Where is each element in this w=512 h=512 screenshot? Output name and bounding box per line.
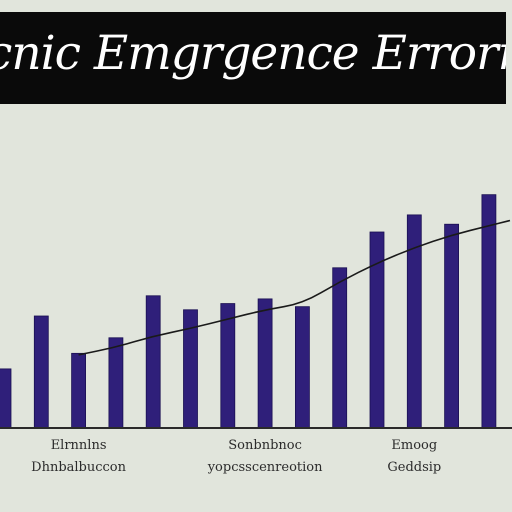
bar-5 <box>145 295 161 429</box>
bar-1 <box>0 368 12 429</box>
bar-series <box>0 194 497 429</box>
chart-title: cnic Emgrgence Errorrp <box>0 26 506 81</box>
bar-8 <box>257 298 273 429</box>
x-tick-label-3-line-2: Geddsip <box>387 460 441 475</box>
x-tick-label-2-line-1: Sonbnbnoc <box>228 438 302 453</box>
bar-4 <box>108 337 124 429</box>
bar-3 <box>71 352 86 429</box>
bar-9 <box>294 306 310 429</box>
bar-2 <box>33 315 49 429</box>
bar-10 <box>332 267 348 429</box>
x-tick-label-1-line-1: Elrnnlns <box>51 438 107 453</box>
x-tick-label-2-line-2: yopcsscenreotion <box>207 460 323 475</box>
bar-14 <box>481 194 497 429</box>
bar-7 <box>220 303 236 429</box>
x-tick-label-3-line-1: Emoog <box>391 438 437 453</box>
bar-13 <box>444 223 460 429</box>
title-banner: cnic Emgrgence Errorrp <box>0 12 506 104</box>
trend-line <box>78 219 511 356</box>
x-axis-labels: Elrnnlns Dhnbalbuccon Sonbnbnoc yopcsscenre… <box>31 438 441 475</box>
x-tick-label-1-line-2: Dhnbalbuccon <box>31 460 126 475</box>
